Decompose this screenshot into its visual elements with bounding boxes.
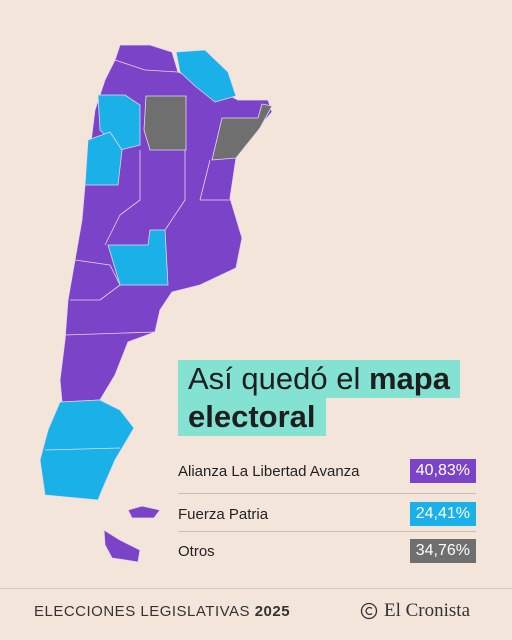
title-regular: Así quedó el [188,361,369,396]
result-row: Otros 34,76% [178,534,476,568]
result-row: Fuerza Patria 24,41% [178,497,476,531]
title-bold: mapa [368,361,450,396]
party-name: Alianza La Libertad Avanza [178,462,360,480]
separator [178,493,476,494]
party-value: 24,41% [409,502,476,526]
footer-year: 2025 [254,603,291,620]
title-line: Así quedó el mapa [178,360,460,398]
result-row: Alianza La Libertad Avanza 40,83% [178,454,476,488]
party-value: 40,83% [409,459,476,483]
party-name: Fuerza Patria [178,505,269,523]
brand: El Cronista [360,600,470,622]
party-value: 34,76% [409,539,476,563]
brand-icon [360,602,378,620]
footer-text: ELECCIONES LEGISLATIVAS [34,603,255,620]
title-bold: electoral [178,398,326,436]
footer-rule [0,588,512,589]
footer-label: ELECCIONES LEGISLATIVAS 2025 [34,603,290,620]
title: Así quedó el mapa electoral [178,360,460,436]
party-name: Otros [178,542,215,560]
brand-name: El Cronista [384,600,471,621]
separator [178,531,476,532]
